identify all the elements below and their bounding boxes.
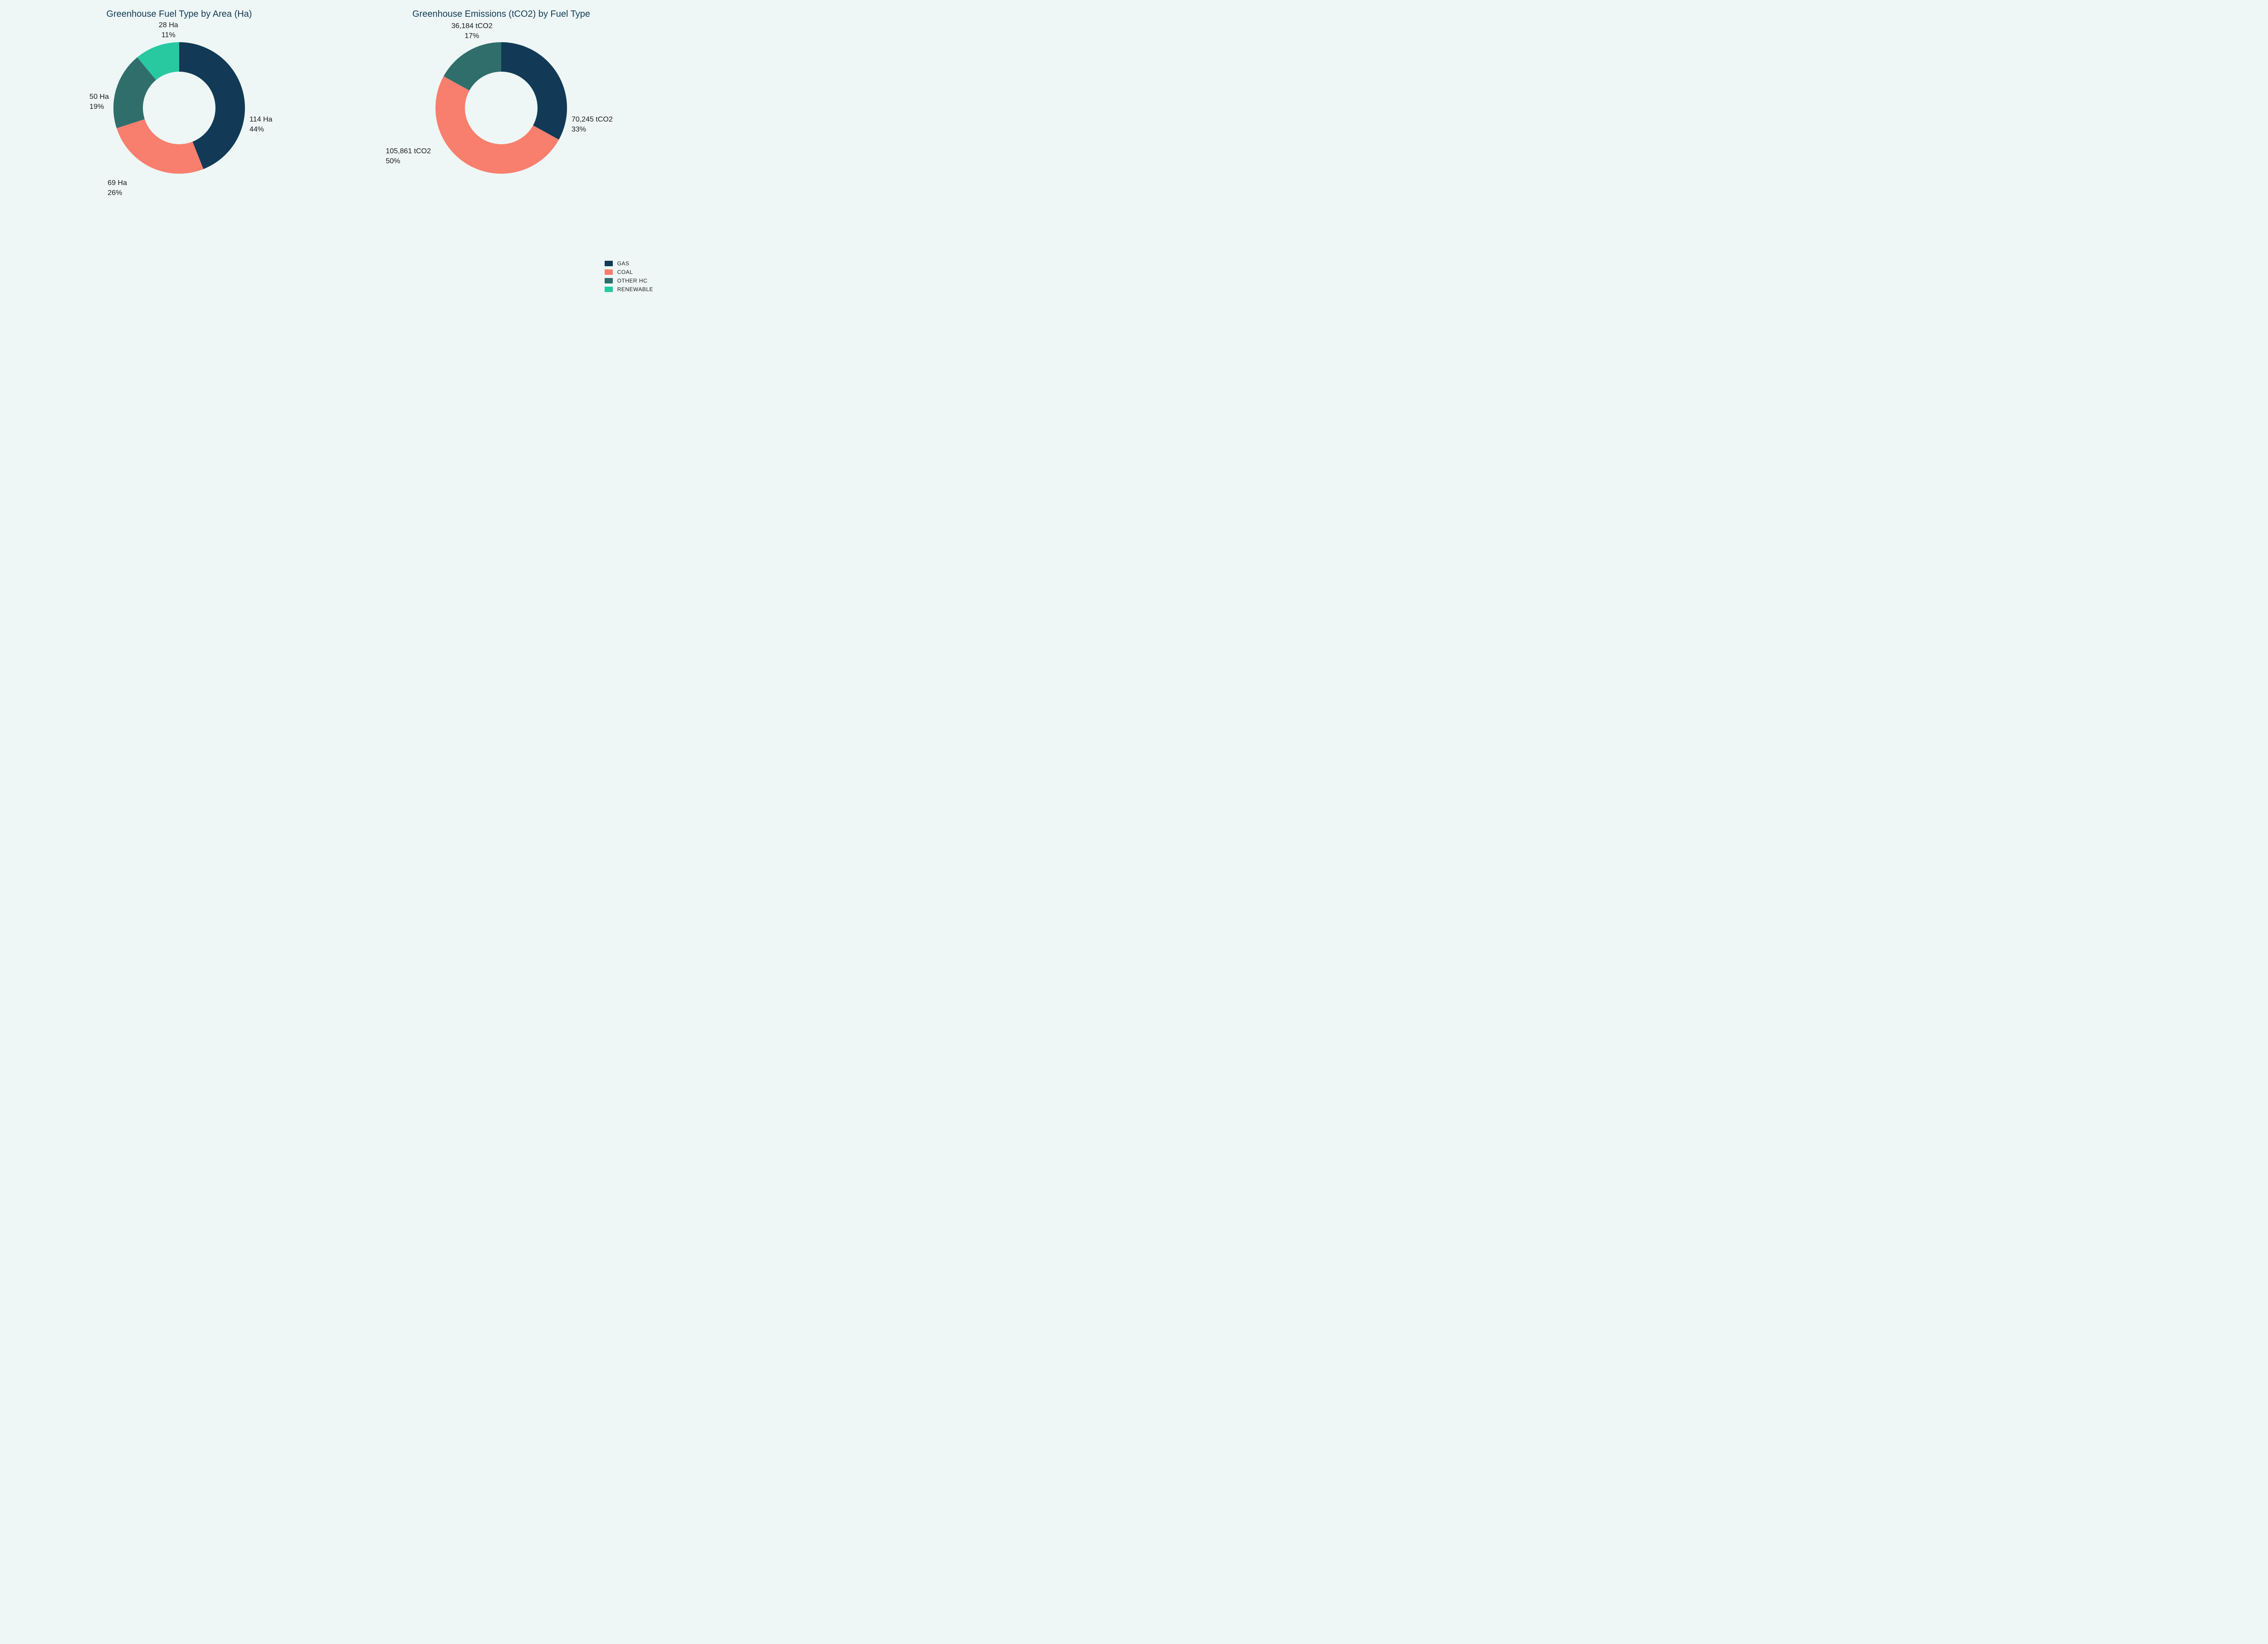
chart-title-emissions: Greenhouse Emissions (tCO2) by Fuel Type <box>412 9 590 20</box>
charts-row: Greenhouse Fuel Type by Area (Ha) 114 Ha… <box>0 0 680 174</box>
legend-label: OTHER HC <box>617 278 648 284</box>
chart-panel-emissions: Greenhouse Emissions (tCO2) by Fuel Type… <box>340 9 662 174</box>
legend-swatch <box>605 269 613 275</box>
slice-label-coal: 69 Ha26% <box>108 178 127 198</box>
chart-panel-area: Greenhouse Fuel Type by Area (Ha) 114 Ha… <box>18 9 340 174</box>
slice-percent: 17% <box>451 31 493 41</box>
slice-label-gas: 70,245 tCO233% <box>572 115 613 134</box>
slice-value: 114 Ha <box>249 115 272 125</box>
slice-percent: 44% <box>249 125 272 135</box>
slice-percent: 50% <box>386 156 431 166</box>
slice-percent: 26% <box>108 188 127 198</box>
slice-percent: 33% <box>572 125 613 135</box>
legend-swatch <box>605 287 613 292</box>
legend-swatch <box>605 261 613 266</box>
chart-title-area: Greenhouse Fuel Type by Area (Ha) <box>107 9 252 20</box>
donut-svg-emissions <box>435 42 567 174</box>
slice-label-renewable: 28 Ha11% <box>159 20 178 40</box>
slice-value: 105,861 tCO2 <box>386 146 431 156</box>
slice-label-gas: 114 Ha44% <box>249 115 272 134</box>
legend: GAS COAL OTHER HC RENEWABLE <box>605 260 653 295</box>
slice-percent: 11% <box>159 30 178 40</box>
slice-label-coal: 105,861 tCO250% <box>386 146 431 166</box>
slice-value: 50 Ha <box>89 92 109 102</box>
legend-item: COAL <box>605 269 653 275</box>
slice-label-other_hc: 50 Ha19% <box>89 92 109 112</box>
slice-label-other_hc: 36,184 tCO217% <box>451 21 493 41</box>
legend-item: OTHER HC <box>605 278 653 284</box>
donut-area: 114 Ha44%69 Ha26%50 Ha19%28 Ha11% <box>113 42 245 174</box>
legend-label: COAL <box>617 269 633 275</box>
legend-item: GAS <box>605 260 653 267</box>
legend-swatch <box>605 278 613 283</box>
slice-coal <box>117 119 203 174</box>
legend-item: RENEWABLE <box>605 286 653 293</box>
donut-svg-area <box>113 42 245 174</box>
slice-value: 69 Ha <box>108 178 127 188</box>
legend-label: RENEWABLE <box>617 286 653 293</box>
slice-value: 28 Ha <box>159 20 178 30</box>
slice-gas <box>501 42 567 140</box>
donut-emissions: 70,245 tCO233%105,861 tCO250%36,184 tCO2… <box>435 42 567 174</box>
slice-value: 70,245 tCO2 <box>572 115 613 125</box>
legend-label: GAS <box>617 260 630 267</box>
slice-percent: 19% <box>89 102 109 112</box>
slice-value: 36,184 tCO2 <box>451 21 493 31</box>
